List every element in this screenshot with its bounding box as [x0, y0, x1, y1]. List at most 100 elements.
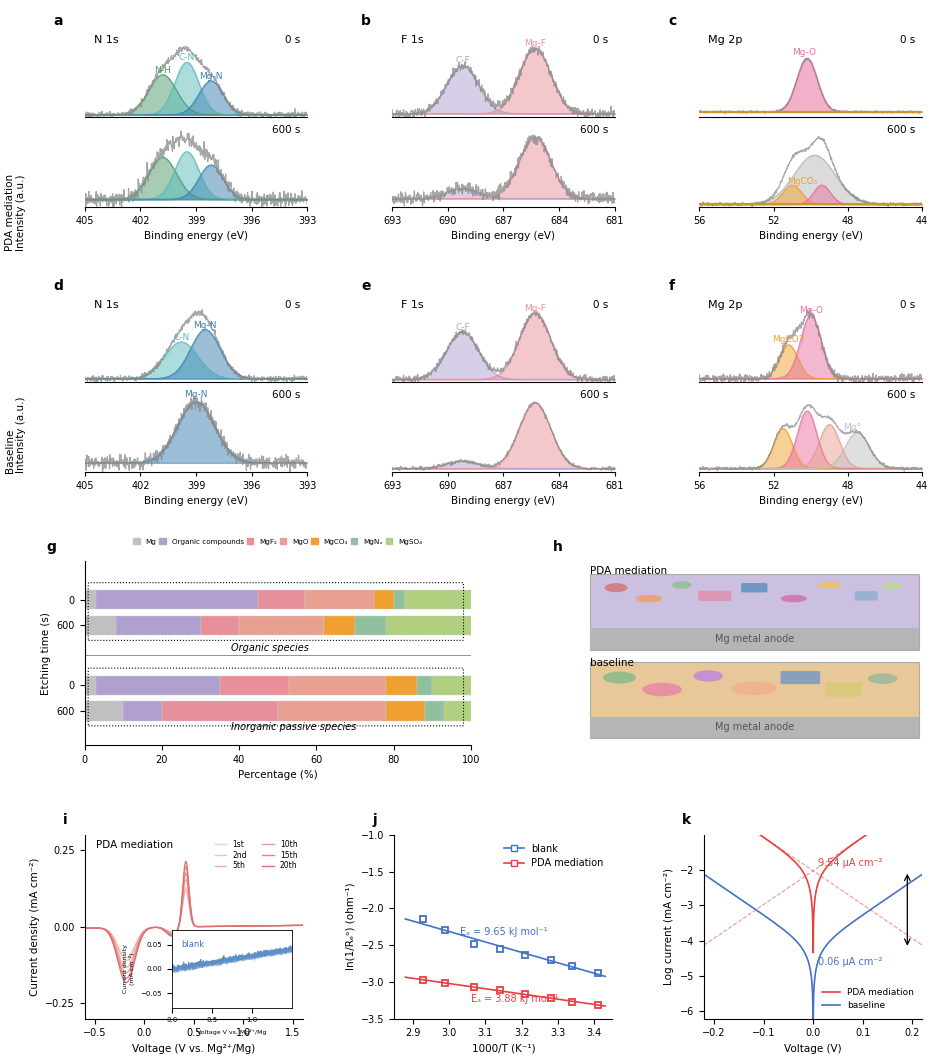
Text: 600 s: 600 s	[580, 125, 608, 135]
Ellipse shape	[604, 584, 628, 592]
Text: g: g	[46, 540, 56, 554]
FancyBboxPatch shape	[590, 662, 918, 737]
X-axis label: Binding energy (eV): Binding energy (eV)	[144, 231, 248, 242]
FancyBboxPatch shape	[825, 682, 861, 697]
X-axis label: Binding energy (eV): Binding energy (eV)	[452, 497, 555, 506]
Text: a: a	[54, 15, 63, 29]
Text: Organic species: Organic species	[231, 643, 310, 654]
Text: Mg-N: Mg-N	[194, 321, 217, 330]
Text: Mg-O: Mg-O	[792, 49, 817, 57]
Text: PDA mediation: PDA mediation	[590, 566, 667, 576]
Text: 600 s: 600 s	[272, 389, 301, 400]
Bar	[96, 590, 259, 609]
Text: 0 s: 0 s	[901, 300, 916, 310]
Text: j: j	[373, 814, 377, 828]
X-axis label: Binding energy (eV): Binding energy (eV)	[758, 497, 863, 506]
Text: Mg metal anode: Mg metal anode	[714, 634, 794, 644]
Legend: PDA mediation, baseline: PDA mediation, baseline	[819, 985, 917, 1014]
X-axis label: Binding energy (eV): Binding energy (eV)	[144, 497, 248, 506]
Legend: blank, PDA mediation: blank, PDA mediation	[501, 839, 608, 872]
Bar	[162, 701, 278, 720]
Bar	[375, 590, 393, 609]
Y-axis label: ln(1/Rₑᵒ) (ohm⁻¹): ln(1/Rₑᵒ) (ohm⁻¹)	[345, 883, 356, 971]
Text: i: i	[63, 814, 68, 828]
FancyBboxPatch shape	[698, 591, 731, 601]
Bar	[85, 615, 116, 636]
Text: Mg-F: Mg-F	[524, 38, 546, 48]
Text: Mg 2p: Mg 2p	[709, 300, 742, 310]
Text: N 1s: N 1s	[93, 35, 119, 46]
Bar	[355, 615, 386, 636]
X-axis label: Percentage (%): Percentage (%)	[238, 770, 318, 780]
Text: N 1s: N 1s	[93, 300, 119, 310]
Text: F 1s: F 1s	[401, 35, 423, 46]
X-axis label: Voltage (V vs. Mg²⁺/Mg): Voltage (V vs. Mg²⁺/Mg)	[132, 1044, 255, 1054]
Text: N-H: N-H	[154, 66, 171, 74]
Ellipse shape	[883, 582, 902, 590]
Bar	[220, 676, 290, 695]
Text: d: d	[54, 279, 63, 293]
FancyBboxPatch shape	[781, 671, 821, 684]
Bar	[324, 615, 355, 636]
X-axis label: Voltage (V): Voltage (V)	[784, 1044, 842, 1054]
Text: f: f	[668, 279, 675, 293]
Text: Mg-N: Mg-N	[184, 390, 208, 399]
Text: F 1s: F 1s	[401, 300, 423, 310]
Bar	[85, 701, 123, 720]
Text: Mg-F: Mg-F	[524, 305, 546, 313]
FancyBboxPatch shape	[590, 628, 918, 649]
Text: C-F: C-F	[455, 323, 470, 332]
Ellipse shape	[819, 581, 841, 589]
Text: Eₐ = 3.88 kJ mol⁻¹: Eₐ = 3.88 kJ mol⁻¹	[470, 994, 558, 1004]
Text: 0 s: 0 s	[285, 35, 301, 46]
FancyBboxPatch shape	[854, 591, 878, 601]
Text: Baseline
Intensity (a.u.): Baseline Intensity (a.u.)	[5, 397, 26, 473]
Text: PDA mediation: PDA mediation	[96, 840, 173, 850]
Bar	[290, 676, 386, 695]
Text: h: h	[552, 540, 563, 554]
Text: PDA mediation
Intensity (a.u.): PDA mediation Intensity (a.u.)	[5, 174, 26, 250]
Bar	[116, 615, 200, 636]
Text: 9.54 μA cm⁻²: 9.54 μA cm⁻²	[818, 857, 883, 868]
Ellipse shape	[868, 674, 898, 684]
Ellipse shape	[603, 672, 636, 683]
Text: Mg-O: Mg-O	[799, 306, 822, 314]
Bar	[444, 701, 470, 720]
Text: Mg°: Mg°	[843, 423, 861, 432]
Text: MgCO3: MgCO3	[773, 335, 805, 344]
Text: b: b	[361, 15, 371, 29]
Bar	[85, 590, 96, 609]
Text: C-N: C-N	[179, 53, 195, 63]
Text: C-N: C-N	[173, 333, 189, 343]
Bar	[85, 676, 96, 695]
Text: Eₐ = 9.65 kJ mol⁻¹: Eₐ = 9.65 kJ mol⁻¹	[460, 927, 548, 938]
Bar	[305, 590, 375, 609]
Text: Mg-N: Mg-N	[199, 72, 222, 81]
Y-axis label: Etching time (s): Etching time (s)	[41, 612, 51, 695]
Ellipse shape	[781, 595, 807, 603]
Text: MgCO₃: MgCO₃	[787, 177, 817, 186]
FancyBboxPatch shape	[590, 716, 918, 737]
Text: 0 s: 0 s	[593, 300, 608, 310]
Text: c: c	[668, 15, 677, 29]
FancyBboxPatch shape	[742, 584, 768, 592]
Ellipse shape	[643, 682, 682, 696]
Text: 0.06 μA cm⁻²: 0.06 μA cm⁻²	[818, 957, 883, 967]
Bar	[417, 676, 432, 695]
Bar	[259, 590, 305, 609]
Bar	[96, 676, 220, 695]
Bar	[393, 590, 406, 609]
Bar	[200, 615, 239, 636]
Text: Mg 2p: Mg 2p	[709, 35, 742, 46]
FancyBboxPatch shape	[590, 574, 918, 649]
Text: 600 s: 600 s	[272, 125, 301, 135]
Text: 0 s: 0 s	[285, 300, 301, 310]
Bar	[406, 590, 470, 609]
Bar	[386, 676, 417, 695]
Text: k: k	[682, 814, 692, 828]
Text: 0 s: 0 s	[593, 35, 608, 46]
Bar	[386, 615, 470, 636]
Text: Inorganic passive species: Inorganic passive species	[231, 723, 357, 732]
X-axis label: Binding energy (eV): Binding energy (eV)	[452, 231, 555, 242]
Bar	[278, 701, 386, 720]
